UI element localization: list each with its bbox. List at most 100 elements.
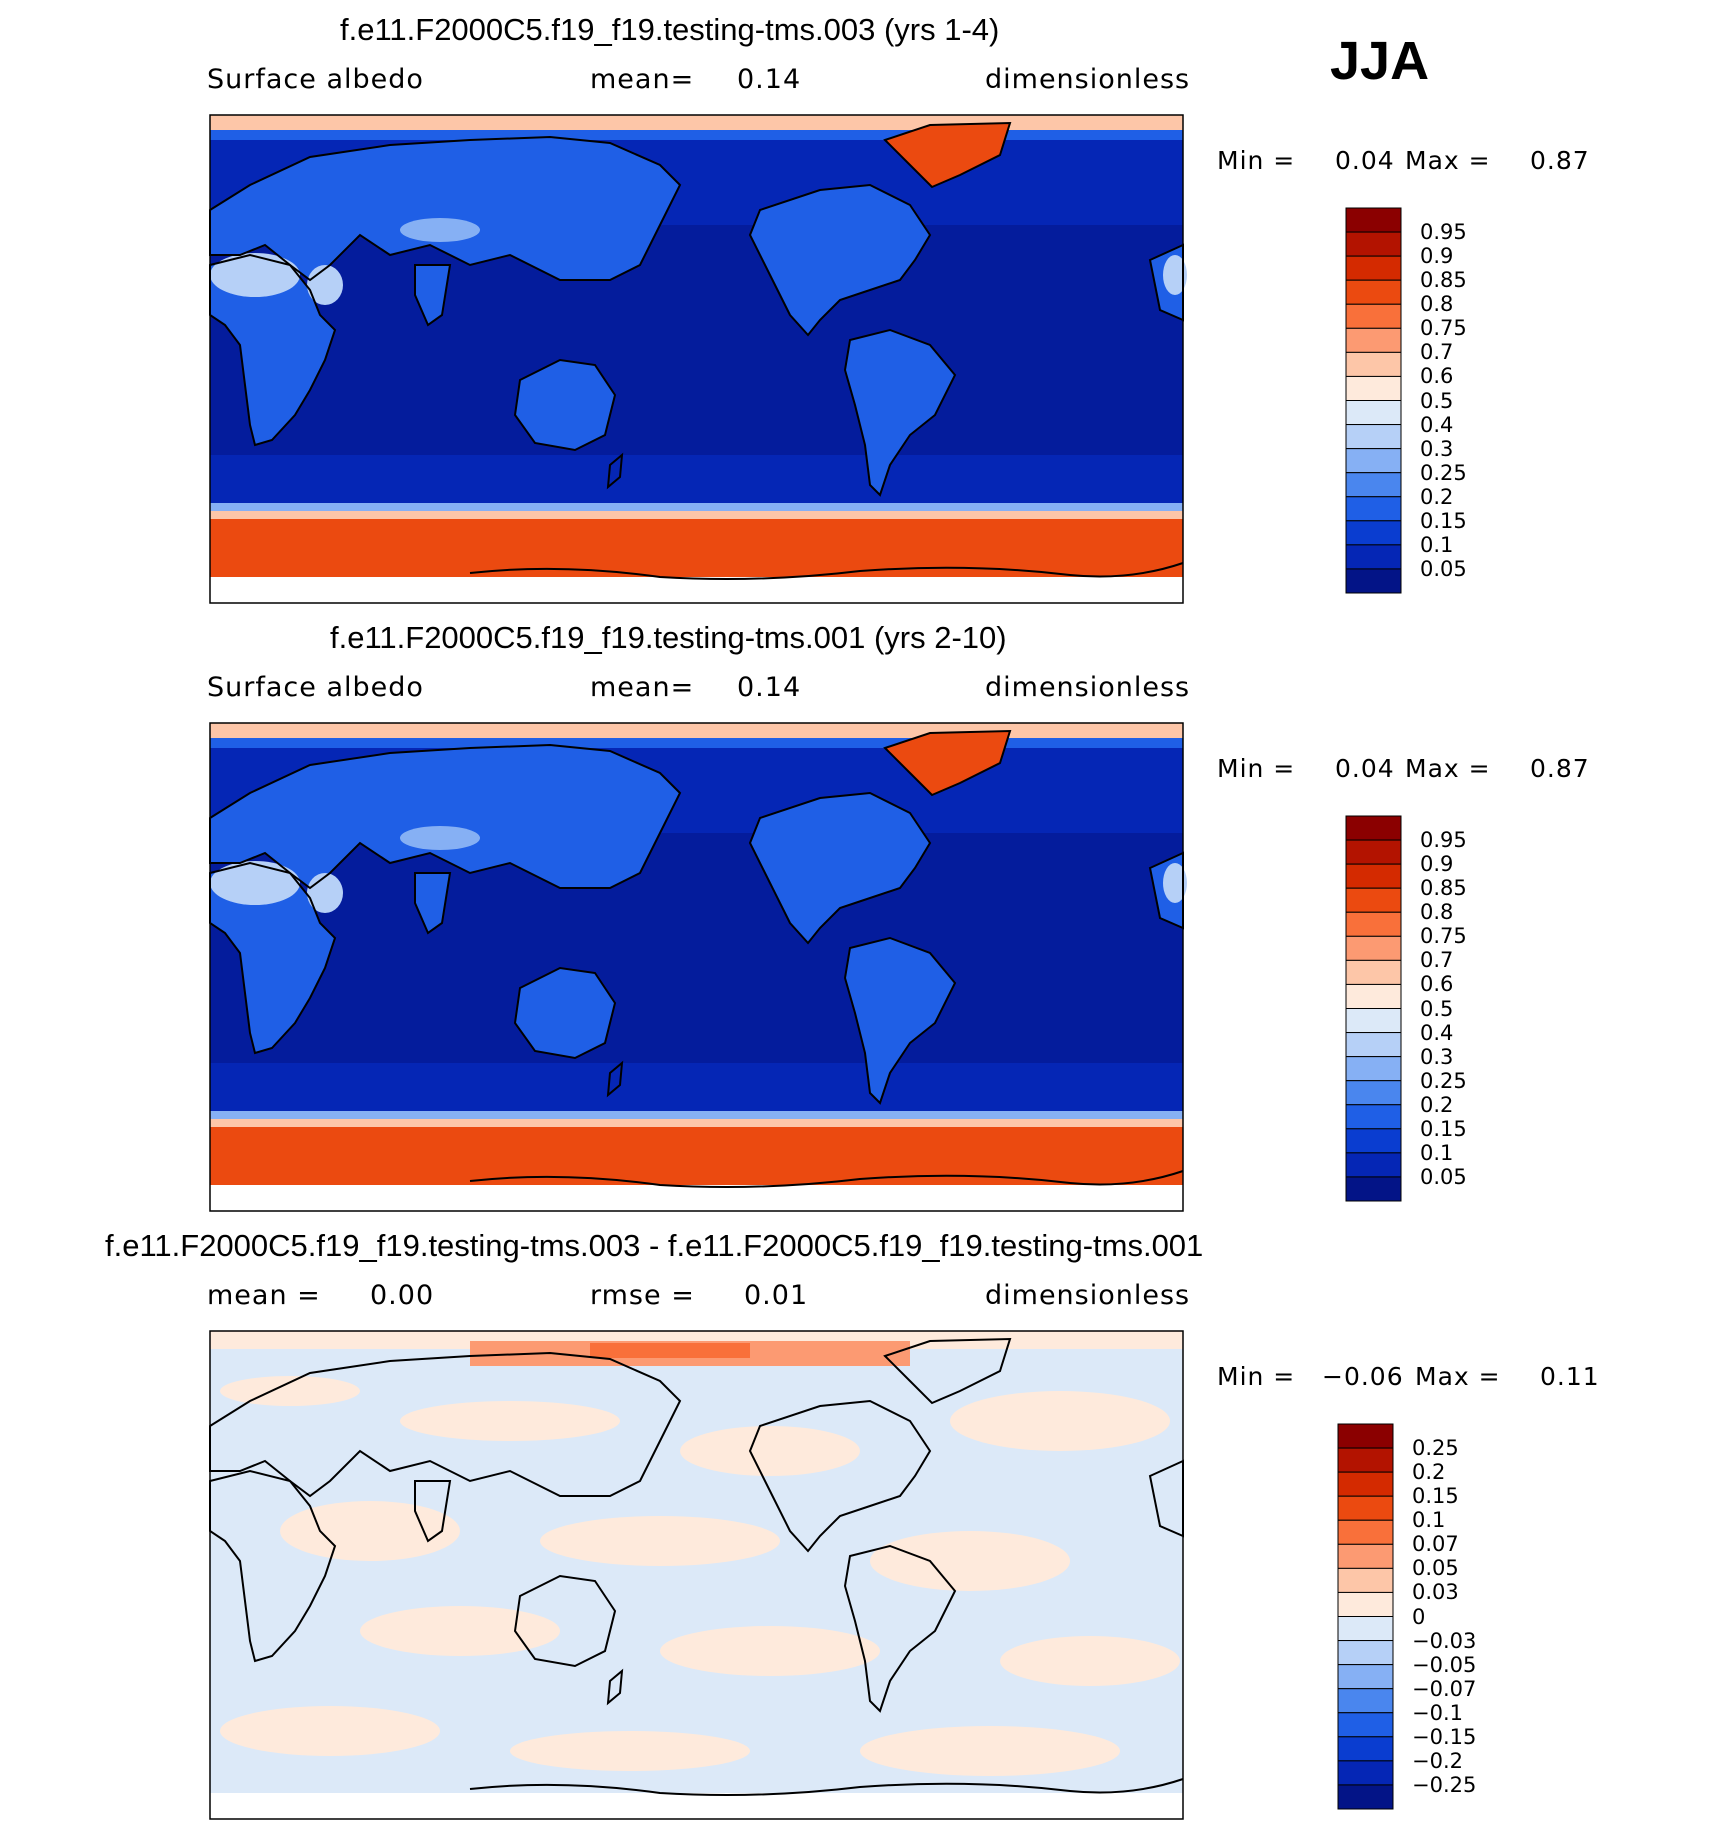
panel1-min-label: Min =	[1217, 146, 1296, 175]
panel3-colorbar	[1337, 1423, 1394, 1810]
colorbar-swatch	[1337, 1447, 1394, 1473]
colorbar-tick-label: 0.2	[1412, 1460, 1446, 1485]
colorbar-tick-label: 0.6	[1420, 364, 1454, 389]
colorbar-tick-label: 0.25	[1420, 1068, 1467, 1093]
colorbar-swatch	[1345, 424, 1402, 450]
colorbar-tick-label: 0.3	[1420, 1044, 1454, 1069]
colorbar-tick-label: −0.15	[1412, 1724, 1477, 1749]
colorbar-swatch	[1337, 1712, 1394, 1738]
panel2-colorbar	[1345, 815, 1402, 1202]
colorbar-tick-label: 0.03	[1412, 1580, 1459, 1605]
colorbar-swatch	[1337, 1591, 1394, 1617]
colorbar-tick-label: 0.3	[1420, 436, 1454, 461]
colorbar-tick-label: 0.8	[1420, 900, 1454, 925]
season-label: JJA	[1330, 31, 1430, 91]
colorbar-tick-label: 0.2	[1420, 484, 1454, 509]
colorbar-tick-label: 0.9	[1420, 852, 1454, 877]
panel3-mean-value: 0.00	[370, 1280, 435, 1311]
panel3-rmse-label: rmse =	[590, 1280, 695, 1311]
colorbar-tick-label: 0.8	[1420, 292, 1454, 317]
colorbar-swatch	[1345, 496, 1402, 522]
colorbar-swatch	[1337, 1664, 1394, 1690]
colorbar-tick-label: 0.07	[1412, 1532, 1459, 1557]
colorbar-swatch	[1345, 472, 1402, 498]
colorbar-swatch	[1337, 1784, 1394, 1810]
colorbar-swatch	[1337, 1736, 1394, 1762]
colorbar-tick-label: −0.03	[1412, 1628, 1477, 1653]
panel3-title: f.e11.F2000C5.f19_f19.testing-tms.003 - …	[105, 1228, 1204, 1263]
panel2-min-value: 0.04	[1335, 754, 1395, 783]
colorbar-tick-label: 0.15	[1420, 1116, 1467, 1141]
colorbar-swatch	[1337, 1640, 1394, 1666]
panel3-rmse-value: 0.01	[744, 1280, 809, 1311]
colorbar-swatch	[1345, 207, 1402, 233]
colorbar-swatch	[1345, 303, 1402, 329]
colorbar-swatch	[1345, 1104, 1402, 1130]
colorbar-tick-label: −0.1	[1412, 1700, 1463, 1725]
colorbar-swatch	[1345, 448, 1402, 474]
colorbar-swatch	[1345, 959, 1402, 985]
colorbar-swatch	[1337, 1543, 1394, 1569]
colorbar-swatch	[1345, 568, 1402, 594]
colorbar-swatch	[1337, 1471, 1394, 1497]
colorbar-tick-label: 0.85	[1420, 876, 1467, 901]
colorbar-swatch	[1345, 911, 1402, 937]
colorbar-tick-label: −0.07	[1412, 1676, 1477, 1701]
colorbar-swatch	[1345, 1080, 1402, 1106]
panel2-mean-value: 0.14	[737, 672, 802, 703]
panel2-units: dimensionless	[985, 672, 1191, 703]
panel3-min-label: Min =	[1217, 1362, 1296, 1391]
colorbar-swatch	[1345, 1128, 1402, 1154]
colorbar-tick-label: 0.25	[1420, 460, 1467, 485]
panel3-mean-label: mean =	[207, 1280, 321, 1311]
colorbar-tick-label: 0	[1412, 1604, 1426, 1629]
colorbar-tick-label: 0.85	[1420, 268, 1467, 293]
colorbar-tick-label: 0.15	[1412, 1484, 1459, 1509]
panel3-units: dimensionless	[985, 1280, 1191, 1311]
panel3-max-label: Max =	[1415, 1362, 1501, 1391]
colorbar-swatch	[1345, 351, 1402, 377]
colorbar-tick-label: 0.6	[1420, 972, 1454, 997]
colorbar-tick-label: 0.7	[1420, 340, 1454, 365]
panel3-max-value: 0.11	[1540, 1362, 1600, 1391]
colorbar-tick-label: 0.05	[1420, 1164, 1467, 1189]
panel2-max-value: 0.87	[1530, 754, 1590, 783]
colorbar-swatch	[1345, 839, 1402, 865]
colorbar-tick-label: 0.9	[1420, 244, 1454, 269]
colorbar-swatch	[1345, 255, 1402, 281]
colorbar-tick-label: −0.05	[1412, 1652, 1477, 1677]
colorbar-swatch	[1345, 1152, 1402, 1178]
colorbar-tick-label: 0.05	[1412, 1556, 1459, 1581]
colorbar-tick-label: 0.1	[1420, 532, 1454, 557]
panel3-min-value: −0.06	[1322, 1362, 1404, 1391]
colorbar-swatch	[1337, 1495, 1394, 1521]
colorbar-tick-label: 0.25	[1412, 1436, 1459, 1461]
colorbar-swatch	[1345, 887, 1402, 913]
panel1-variable-label: Surface albedo	[207, 64, 424, 95]
colorbar-swatch	[1345, 544, 1402, 570]
colorbar-tick-label: 0.7	[1420, 948, 1454, 973]
colorbar-tick-label: 0.1	[1412, 1508, 1446, 1533]
colorbar-swatch	[1345, 231, 1402, 257]
colorbar-swatch	[1345, 983, 1402, 1009]
panel1-max-label: Max =	[1405, 146, 1491, 175]
panel2-mean-label: mean=	[590, 672, 695, 703]
colorbar-swatch	[1345, 863, 1402, 889]
panel2-min-label: Min =	[1217, 754, 1296, 783]
colorbar-tick-label: 0.4	[1420, 1020, 1454, 1045]
colorbar-swatch	[1337, 1688, 1394, 1714]
colorbar-tick-label: 0.05	[1420, 556, 1467, 581]
panel1-units: dimensionless	[985, 64, 1191, 95]
panel2-max-label: Max =	[1405, 754, 1491, 783]
colorbar-tick-label: 0.75	[1420, 316, 1467, 341]
colorbar-tick-label: 0.4	[1420, 412, 1454, 437]
panel2-title: f.e11.F2000C5.f19_f19.testing-tms.001 (y…	[330, 620, 1007, 655]
colorbar-tick-label: 0.5	[1420, 996, 1454, 1021]
colorbar-swatch	[1345, 279, 1402, 305]
panel3-map	[209, 1330, 1184, 1820]
panel1-map	[209, 114, 1187, 604]
colorbar-tick-label: −0.2	[1412, 1748, 1463, 1773]
colorbar-swatch	[1345, 400, 1402, 426]
colorbar-swatch	[1345, 815, 1402, 841]
panel1-mean-label: mean=	[590, 64, 695, 95]
